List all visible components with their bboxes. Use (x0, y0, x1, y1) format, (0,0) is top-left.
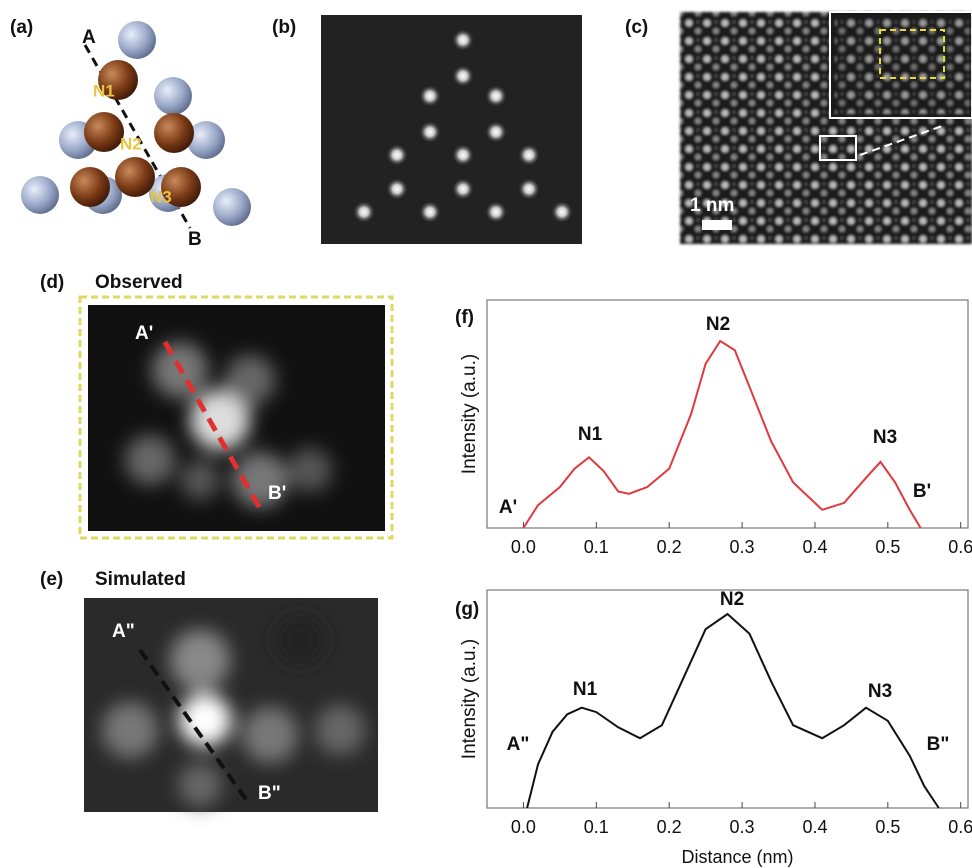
y-axis-label: Intensity (a.u.) (459, 639, 480, 759)
annotation: N1 (578, 424, 603, 445)
panel-label: (f) (455, 307, 474, 328)
spot (518, 178, 540, 200)
spot (386, 144, 408, 166)
panel-label: (a) (10, 17, 33, 38)
atom-label: N3 (150, 187, 172, 206)
x-tick-label: 0.5 (875, 537, 900, 557)
scale-bar (702, 220, 732, 230)
x-tick-label: 0.6 (948, 817, 972, 837)
atom (115, 157, 155, 197)
x-tick-label: 0.0 (511, 537, 536, 557)
figure: (a) A B N1 N2 N3 (b) (c) 1 nm (d) Observ… (0, 0, 972, 868)
x-tick-label: 0.4 (802, 537, 827, 557)
annotation: N3 (868, 681, 892, 702)
atom-label: N2 (120, 134, 142, 153)
atom (70, 167, 110, 207)
y-axis-label: Intensity (a.u.) (459, 354, 480, 474)
spot (452, 29, 474, 51)
annotation: N3 (873, 427, 897, 448)
spot (353, 201, 375, 223)
atom-label: N1 (93, 81, 115, 100)
annotation: B" (927, 734, 950, 755)
point-label: A" (112, 621, 135, 642)
atoms (21, 21, 251, 226)
atom (118, 21, 156, 59)
x-tick-label: 0.1 (584, 817, 609, 837)
annotation: B' (913, 481, 931, 502)
spot (485, 85, 507, 107)
atom-label: B (188, 229, 202, 250)
panel-label: (c) (625, 17, 648, 38)
atom (21, 176, 59, 214)
x-tick-label: 0.2 (657, 817, 682, 837)
spot (419, 85, 441, 107)
x-axis-label: Distance (nm) (681, 847, 793, 867)
atom (154, 113, 194, 153)
point-label: B" (258, 783, 281, 804)
spot (485, 201, 507, 223)
atom (84, 112, 124, 152)
line (527, 614, 939, 808)
annotation: N2 (720, 589, 744, 610)
atom (213, 188, 251, 226)
panel-label: (b) (272, 17, 296, 38)
spot (452, 144, 474, 166)
spot (518, 144, 540, 166)
spot (386, 178, 408, 200)
annotation: N1 (573, 679, 598, 700)
spot (551, 201, 573, 223)
atom-label: A (82, 27, 96, 48)
spot (419, 201, 441, 223)
annotation: A' (499, 497, 517, 518)
annotation: A" (507, 734, 530, 755)
x-tick-label: 0.2 (657, 537, 682, 557)
x-tick-label: 0.0 (511, 817, 536, 837)
x-tick-label: 0.4 (802, 817, 827, 837)
point-label: B' (268, 483, 286, 504)
plot-frame (487, 590, 968, 808)
panel-title: Observed (95, 272, 183, 293)
spot (419, 121, 441, 143)
page: (a) A B N1 N2 N3 (b) (c) 1 nm (d) Observ… (0, 0, 972, 868)
panel-title: Simulated (95, 569, 186, 590)
x-tick-label: 0.1 (584, 537, 609, 557)
annotation: N2 (706, 314, 730, 335)
atom (154, 77, 192, 115)
panel-label: (e) (40, 569, 63, 590)
panel-label: (g) (455, 599, 479, 620)
spot (452, 65, 474, 87)
scale-label: 1 nm (690, 195, 734, 216)
x-tick-label: 0.3 (730, 537, 755, 557)
x-tick-label: 0.5 (875, 817, 900, 837)
x-tick-label: 0.3 (730, 817, 755, 837)
spot (452, 178, 474, 200)
x-tick-label: 0.6 (948, 537, 972, 557)
panel-label: (d) (40, 272, 64, 293)
point-label: A' (135, 323, 153, 344)
spot (485, 121, 507, 143)
